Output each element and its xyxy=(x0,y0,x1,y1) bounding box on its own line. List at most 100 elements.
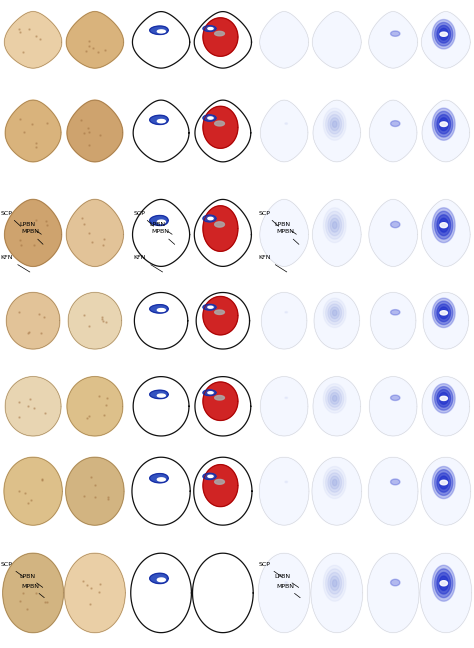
Polygon shape xyxy=(328,473,342,492)
Polygon shape xyxy=(215,31,225,36)
Polygon shape xyxy=(150,573,168,584)
Polygon shape xyxy=(215,121,225,126)
Polygon shape xyxy=(437,572,451,594)
Polygon shape xyxy=(215,222,225,227)
Polygon shape xyxy=(421,200,470,266)
Polygon shape xyxy=(157,220,165,224)
Polygon shape xyxy=(421,12,470,68)
Polygon shape xyxy=(332,580,337,587)
Polygon shape xyxy=(440,122,447,126)
Polygon shape xyxy=(157,394,165,397)
Polygon shape xyxy=(437,473,451,492)
Polygon shape xyxy=(440,480,447,485)
Polygon shape xyxy=(369,376,417,436)
Polygon shape xyxy=(5,376,61,436)
Polygon shape xyxy=(441,222,446,229)
Polygon shape xyxy=(203,106,238,148)
Polygon shape xyxy=(432,208,455,242)
Polygon shape xyxy=(312,457,362,525)
Polygon shape xyxy=(328,389,342,407)
Polygon shape xyxy=(203,215,216,222)
Polygon shape xyxy=(203,26,216,32)
Polygon shape xyxy=(258,553,310,632)
Polygon shape xyxy=(437,214,451,236)
Polygon shape xyxy=(435,301,453,325)
Polygon shape xyxy=(432,467,455,498)
Polygon shape xyxy=(323,108,346,140)
Polygon shape xyxy=(326,470,344,495)
Polygon shape xyxy=(332,121,337,128)
Polygon shape xyxy=(326,569,344,597)
Polygon shape xyxy=(285,481,288,483)
Polygon shape xyxy=(437,25,451,43)
Text: SCP: SCP xyxy=(0,211,21,226)
Polygon shape xyxy=(150,26,168,34)
Polygon shape xyxy=(133,100,189,162)
Polygon shape xyxy=(192,553,253,632)
Polygon shape xyxy=(323,565,346,601)
Text: SCP: SCP xyxy=(0,562,24,577)
Polygon shape xyxy=(440,310,447,315)
Polygon shape xyxy=(150,216,168,226)
Text: MPBN: MPBN xyxy=(152,229,175,244)
Polygon shape xyxy=(260,376,308,436)
Polygon shape xyxy=(208,217,213,220)
Polygon shape xyxy=(391,31,400,36)
Polygon shape xyxy=(157,119,165,122)
Polygon shape xyxy=(312,200,361,266)
Polygon shape xyxy=(7,292,60,349)
Polygon shape xyxy=(150,390,168,399)
Polygon shape xyxy=(439,393,448,404)
Polygon shape xyxy=(369,100,417,162)
Text: KFN: KFN xyxy=(134,255,163,272)
Text: SCP: SCP xyxy=(258,562,282,577)
Text: KFN: KFN xyxy=(258,255,287,272)
Polygon shape xyxy=(391,121,400,126)
Polygon shape xyxy=(194,200,251,266)
Polygon shape xyxy=(203,382,238,421)
Polygon shape xyxy=(371,292,416,349)
Polygon shape xyxy=(330,218,339,232)
Polygon shape xyxy=(312,12,361,68)
Polygon shape xyxy=(323,208,346,242)
Polygon shape xyxy=(4,457,62,525)
Polygon shape xyxy=(439,118,448,131)
Polygon shape xyxy=(203,305,216,310)
Polygon shape xyxy=(259,457,309,525)
Polygon shape xyxy=(330,307,339,319)
Polygon shape xyxy=(323,467,346,498)
Polygon shape xyxy=(285,224,288,226)
Polygon shape xyxy=(441,31,446,37)
Text: MPBN: MPBN xyxy=(21,584,44,597)
Polygon shape xyxy=(439,29,448,40)
Polygon shape xyxy=(157,30,165,33)
Polygon shape xyxy=(195,100,251,162)
Polygon shape xyxy=(133,200,190,266)
Polygon shape xyxy=(66,200,123,266)
Polygon shape xyxy=(135,292,188,349)
Polygon shape xyxy=(203,17,238,56)
Polygon shape xyxy=(328,572,342,594)
Polygon shape xyxy=(332,222,337,229)
Polygon shape xyxy=(435,211,453,239)
Polygon shape xyxy=(5,100,61,162)
Polygon shape xyxy=(432,19,455,49)
Polygon shape xyxy=(215,395,225,400)
Text: LPBN: LPBN xyxy=(149,222,172,235)
Text: MPBN: MPBN xyxy=(21,229,43,244)
Text: MPBN: MPBN xyxy=(276,584,300,597)
Polygon shape xyxy=(66,457,124,525)
Polygon shape xyxy=(328,115,342,134)
Polygon shape xyxy=(440,223,447,227)
Polygon shape xyxy=(285,312,288,313)
Polygon shape xyxy=(133,376,189,436)
Polygon shape xyxy=(441,121,446,128)
Polygon shape xyxy=(208,307,213,308)
Polygon shape xyxy=(208,392,213,394)
Polygon shape xyxy=(326,211,344,239)
Polygon shape xyxy=(4,12,62,68)
Text: LPBN: LPBN xyxy=(274,573,299,588)
Polygon shape xyxy=(326,111,344,137)
Polygon shape xyxy=(196,292,249,349)
Polygon shape xyxy=(440,32,447,36)
